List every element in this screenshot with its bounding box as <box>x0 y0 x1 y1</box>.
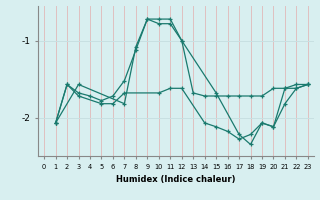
X-axis label: Humidex (Indice chaleur): Humidex (Indice chaleur) <box>116 175 236 184</box>
